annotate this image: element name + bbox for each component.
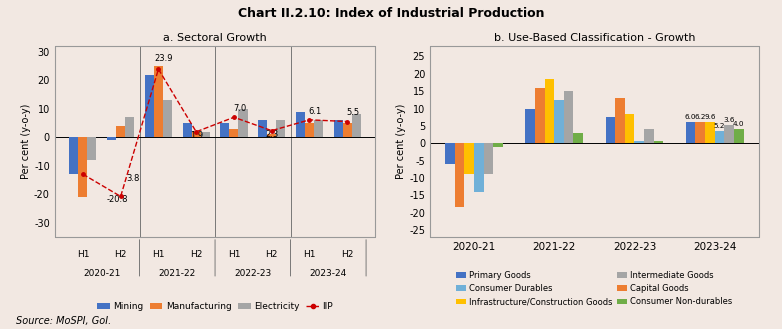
Bar	[154, 66, 163, 137]
Bar	[474, 143, 483, 192]
Text: H2: H2	[266, 250, 278, 259]
Text: 3.6: 3.6	[723, 117, 735, 123]
Bar	[634, 141, 644, 143]
Text: 9.6: 9.6	[704, 114, 716, 120]
Bar	[573, 133, 583, 143]
Text: 5.5: 5.5	[346, 108, 360, 117]
Text: 6.1: 6.1	[308, 107, 321, 115]
Text: H1: H1	[77, 250, 89, 259]
Title: a. Sectoral Growth: a. Sectoral Growth	[163, 33, 267, 42]
Bar	[229, 129, 239, 137]
Y-axis label: Per cent (y-o-y): Per cent (y-o-y)	[21, 104, 31, 179]
Text: 2023-24: 2023-24	[310, 269, 347, 278]
Bar	[493, 143, 503, 147]
Bar	[107, 137, 117, 140]
Bar	[615, 98, 625, 143]
Text: Chart II.2.10: Index of Industrial Production: Chart II.2.10: Index of Industrial Produ…	[238, 7, 544, 20]
Bar	[314, 120, 323, 137]
Bar	[654, 141, 663, 143]
Bar	[605, 117, 615, 143]
Text: 23.9: 23.9	[155, 54, 174, 63]
Bar	[535, 88, 544, 143]
Bar	[145, 75, 154, 137]
Bar	[117, 126, 125, 137]
Text: H1: H1	[303, 250, 316, 259]
Bar	[644, 129, 654, 143]
Text: 5.2: 5.2	[714, 123, 725, 129]
Bar	[724, 125, 734, 143]
Bar	[554, 100, 564, 143]
Bar	[305, 123, 314, 137]
Text: 2021-22: 2021-22	[159, 269, 196, 278]
Bar	[695, 122, 705, 143]
Bar	[276, 120, 285, 137]
Bar	[296, 112, 305, 137]
Text: H2: H2	[190, 250, 203, 259]
Text: 4.0: 4.0	[733, 121, 744, 127]
Text: 1.9: 1.9	[189, 131, 203, 140]
Text: 6.2: 6.2	[694, 114, 706, 120]
Bar	[78, 137, 88, 197]
Bar	[352, 114, 361, 137]
Bar	[221, 123, 229, 137]
Y-axis label: Per cent (y-o-y): Per cent (y-o-y)	[396, 104, 407, 179]
Bar	[454, 143, 465, 207]
Text: Source: MoSPI, GoI.: Source: MoSPI, GoI.	[16, 316, 111, 326]
Text: 7.0: 7.0	[233, 104, 246, 113]
Bar	[163, 100, 172, 137]
Bar	[526, 109, 535, 143]
Bar	[201, 132, 210, 137]
Bar	[686, 122, 695, 143]
Text: 6.0: 6.0	[685, 114, 697, 120]
Text: 3.8: 3.8	[126, 174, 139, 183]
Bar	[625, 114, 634, 143]
Bar	[705, 122, 715, 143]
Bar	[88, 137, 96, 160]
Text: H1: H1	[152, 250, 165, 259]
Title: b. Use-Based Classification - Growth: b. Use-Based Classification - Growth	[493, 33, 695, 42]
Bar	[70, 137, 78, 174]
Text: 2020-21: 2020-21	[83, 269, 120, 278]
Bar	[267, 134, 276, 137]
Bar	[734, 129, 744, 143]
Bar	[192, 132, 201, 137]
Bar	[258, 120, 267, 137]
Bar	[715, 131, 724, 143]
Text: 2022-23: 2022-23	[234, 269, 271, 278]
Text: H1: H1	[228, 250, 240, 259]
Bar	[343, 123, 352, 137]
Bar	[125, 117, 135, 137]
Bar	[445, 143, 454, 164]
Bar	[544, 79, 554, 143]
Text: H2: H2	[341, 250, 353, 259]
Bar	[334, 120, 343, 137]
Legend: Primary Goods, Consumer Durables, Infrastructure/Construction Goods, Intermediat: Primary Goods, Consumer Durables, Infras…	[453, 268, 736, 310]
Bar	[465, 143, 474, 174]
Bar	[239, 109, 248, 137]
Bar	[182, 123, 192, 137]
Text: 2.3: 2.3	[265, 130, 278, 139]
Bar	[483, 143, 493, 174]
Text: H2: H2	[114, 250, 127, 259]
Legend: Mining, Manufacturing, Electricity, IIP: Mining, Manufacturing, Electricity, IIP	[93, 299, 337, 315]
Text: -20.8: -20.8	[106, 195, 127, 204]
Bar	[564, 91, 573, 143]
